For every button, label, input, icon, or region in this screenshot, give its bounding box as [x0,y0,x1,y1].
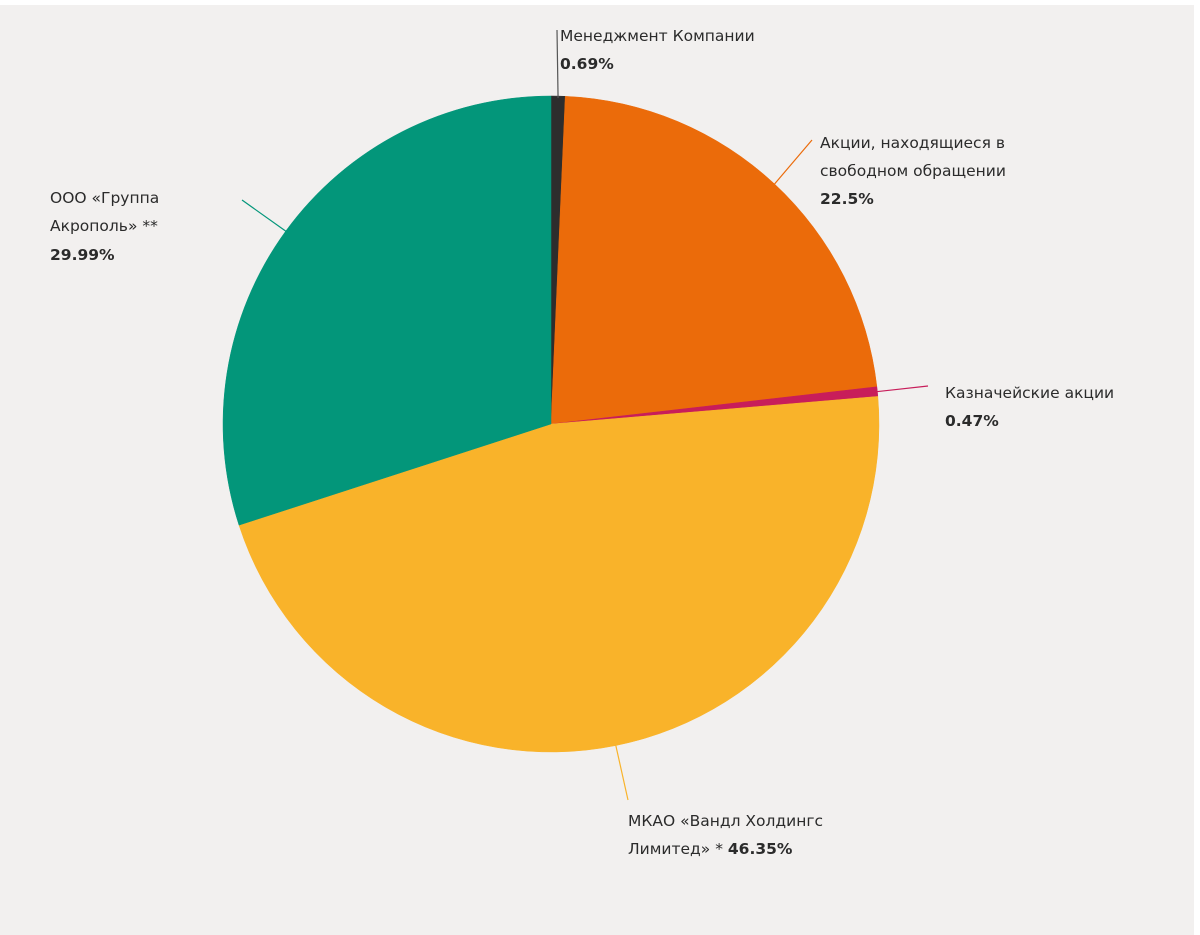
label-vandl-line1: МКАО «Вандл Холдингс [628,812,823,830]
label-treasury: Казначейские акции 0.47% [945,384,1114,430]
label-vandl-line2: Лимитед» * 46.35% [628,840,793,858]
leader-line-free-float [772,139,813,186]
label-vandl-value: 46.35% [728,840,793,858]
leader-line-treasury [875,385,929,393]
leader-line-vandl [614,743,629,801]
label-free-float: Акции, находящиеся в свободном обращении… [820,134,1006,208]
label-management-name: Менеджмент Компании [560,27,755,45]
label-akropol: ООО «Группа Акрополь» ** 29.99% [50,189,159,264]
label-management: Менеджмент Компании 0.69% [560,27,755,73]
label-free-float-value: 22.5% [820,190,874,208]
label-free-float-line2: свободном обращении [820,162,1006,180]
label-treasury-value: 0.47% [945,412,999,430]
leader-line-akropol [241,199,288,233]
label-vandl-line2-text: Лимитед» * [628,840,728,858]
pie-slices [222,95,880,753]
leader-line-management [556,29,559,99]
label-akropol-value: 29.99% [50,246,115,264]
label-akropol-line1: ООО «Группа [50,189,159,207]
label-treasury-name: Казначейские акции [945,384,1114,402]
label-vandl: МКАО «Вандл Холдингс Лимитед» * 46.35% [628,812,823,858]
label-management-value: 0.69% [560,55,614,73]
label-free-float-line1: Акции, находящиеся в [820,134,1005,152]
label-akropol-line2: Акрополь» ** [50,217,158,235]
leader-lines [241,29,929,801]
